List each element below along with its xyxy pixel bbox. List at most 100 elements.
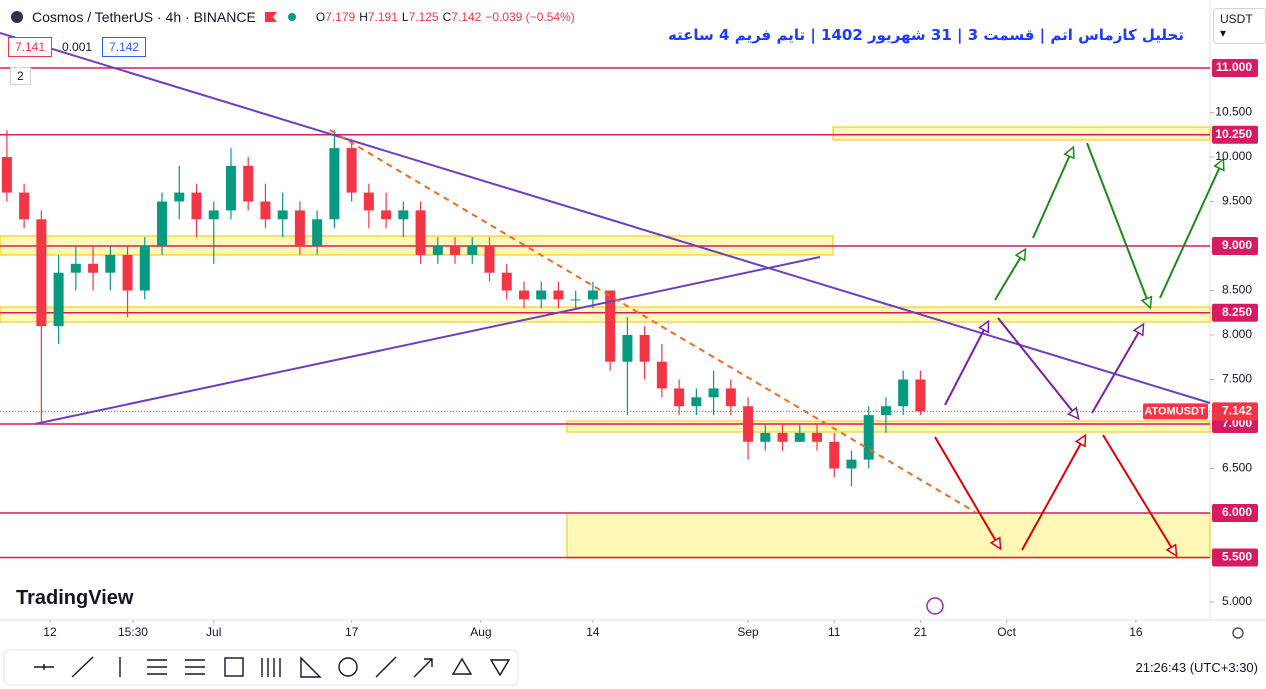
ohlc-value: 7.179 <box>325 10 356 24</box>
last-price-label: 7.142 <box>1222 404 1252 418</box>
candle-body <box>760 432 771 442</box>
candle-body <box>157 201 168 247</box>
tool-icon[interactable] <box>375 656 397 678</box>
x-tick-label: 15:30 <box>118 625 148 639</box>
level-label: 10.250 <box>1215 127 1252 141</box>
arrow <box>1102 434 1176 555</box>
annotation-title: تحلیل کازماس اتم | قسمت 3 | 31 شهریور 14… <box>667 26 1184 44</box>
candle-body <box>536 290 547 300</box>
ohlc-item: O7.179 <box>316 10 355 24</box>
currency-button[interactable]: USDT ▾ <box>1213 8 1266 44</box>
candle-body <box>139 246 150 291</box>
tool-icon[interactable] <box>185 659 205 675</box>
trade-buttons: 7.141 0.001 7.142 <box>8 37 147 57</box>
y-tick-label: 8.000 <box>1222 327 1252 341</box>
arrow <box>1032 148 1073 239</box>
trend-line <box>0 32 1211 404</box>
ohlc-key: L <box>401 10 409 24</box>
level-label-box <box>1212 125 1258 144</box>
symbol-icon <box>11 11 23 23</box>
candle-body <box>829 441 840 469</box>
candle-body <box>329 148 340 220</box>
candle-body <box>36 219 47 327</box>
x-tick-label: Sep <box>737 625 759 639</box>
ohlc-item: C7.142 <box>443 10 482 24</box>
candle-body <box>294 210 305 247</box>
candle-body <box>587 290 598 300</box>
spread: 0.001 <box>62 40 93 54</box>
tool-icon[interactable] <box>34 664 54 670</box>
ohlc-value: 7.142 <box>451 10 482 24</box>
candle-body <box>1 157 12 193</box>
buy-button[interactable]: 7.142 <box>102 37 147 57</box>
candle-body <box>863 415 874 460</box>
x-tick-label: 17 <box>345 625 359 639</box>
arrow <box>934 436 1000 548</box>
tool-icon[interactable] <box>451 657 473 675</box>
candle-body <box>708 388 719 398</box>
candle-body <box>432 246 443 255</box>
tool-icon[interactable] <box>413 658 433 678</box>
level-label-box <box>1212 548 1258 567</box>
ohlc-value: 7.191 <box>367 10 398 24</box>
candle-body <box>605 290 616 362</box>
tool-icon[interactable] <box>338 657 358 677</box>
candle-body <box>725 388 736 407</box>
settings-icon[interactable] <box>1232 627 1244 639</box>
zone <box>566 420 1211 433</box>
x-tick-label: 12 <box>43 625 57 639</box>
tool-icon[interactable] <box>261 658 281 677</box>
candle-body <box>19 192 30 220</box>
zone <box>566 512 1211 559</box>
legend-header: Cosmos / TetherUS · 4h · BINANCE O7.179 H… <box>10 9 575 25</box>
arrow <box>1021 436 1085 551</box>
level-label: 9.000 <box>1222 238 1252 252</box>
tool-icon[interactable] <box>147 659 167 675</box>
candle-body <box>105 254 116 273</box>
candle-body <box>88 263 99 273</box>
symbol[interactable]: Cosmos / TetherUS · 4h · BINANCE <box>32 9 256 25</box>
candle-body <box>398 210 409 220</box>
ohlc-change: −0.039 (−0.54%) <box>485 10 575 24</box>
trend-line <box>329 129 976 513</box>
candles <box>1 130 926 487</box>
indicators-toggle[interactable]: 2 <box>10 67 31 85</box>
events-icon[interactable] <box>926 597 944 615</box>
trend-line <box>34 256 821 425</box>
candle-body <box>260 201 271 220</box>
candle-body <box>363 192 374 211</box>
tool-icon[interactable] <box>489 659 511 677</box>
candle-body <box>381 210 392 220</box>
candle-body <box>518 290 529 300</box>
candle-body <box>898 379 909 407</box>
zone <box>832 126 1211 141</box>
timezone[interactable]: (UTC+3:30) <box>1189 660 1258 675</box>
status-bar: 21:26:43 (UTC+3:30) <box>1135 660 1258 675</box>
last-price-box <box>1212 402 1258 421</box>
arrow <box>1091 325 1143 414</box>
candle-body <box>312 219 323 247</box>
candle-body <box>622 335 633 362</box>
symbol-label: ATOMUSDT <box>1144 405 1206 417</box>
y-tick-label: 9.500 <box>1222 194 1252 208</box>
candle-body <box>812 432 823 442</box>
tool-icon[interactable] <box>71 656 94 678</box>
candle-body <box>880 406 891 416</box>
level-label: 8.250 <box>1222 305 1252 319</box>
candle-body <box>277 210 288 220</box>
tool-icon[interactable] <box>300 656 322 678</box>
flag-icon[interactable] <box>264 11 278 23</box>
level-label-box <box>1212 504 1258 523</box>
currency: USDT <box>1220 12 1253 26</box>
y-tick-label: 8.500 <box>1222 283 1252 297</box>
candle-body <box>450 246 461 255</box>
x-tick-label: 11 <box>828 625 841 639</box>
sell-button[interactable]: 7.141 <box>8 37 53 57</box>
candle-body <box>639 335 650 362</box>
tool-icon[interactable] <box>224 657 244 677</box>
brand-name: TradingView <box>16 587 134 609</box>
candle-body <box>225 165 236 211</box>
candle-body <box>467 246 478 255</box>
candle-body <box>122 254 133 291</box>
